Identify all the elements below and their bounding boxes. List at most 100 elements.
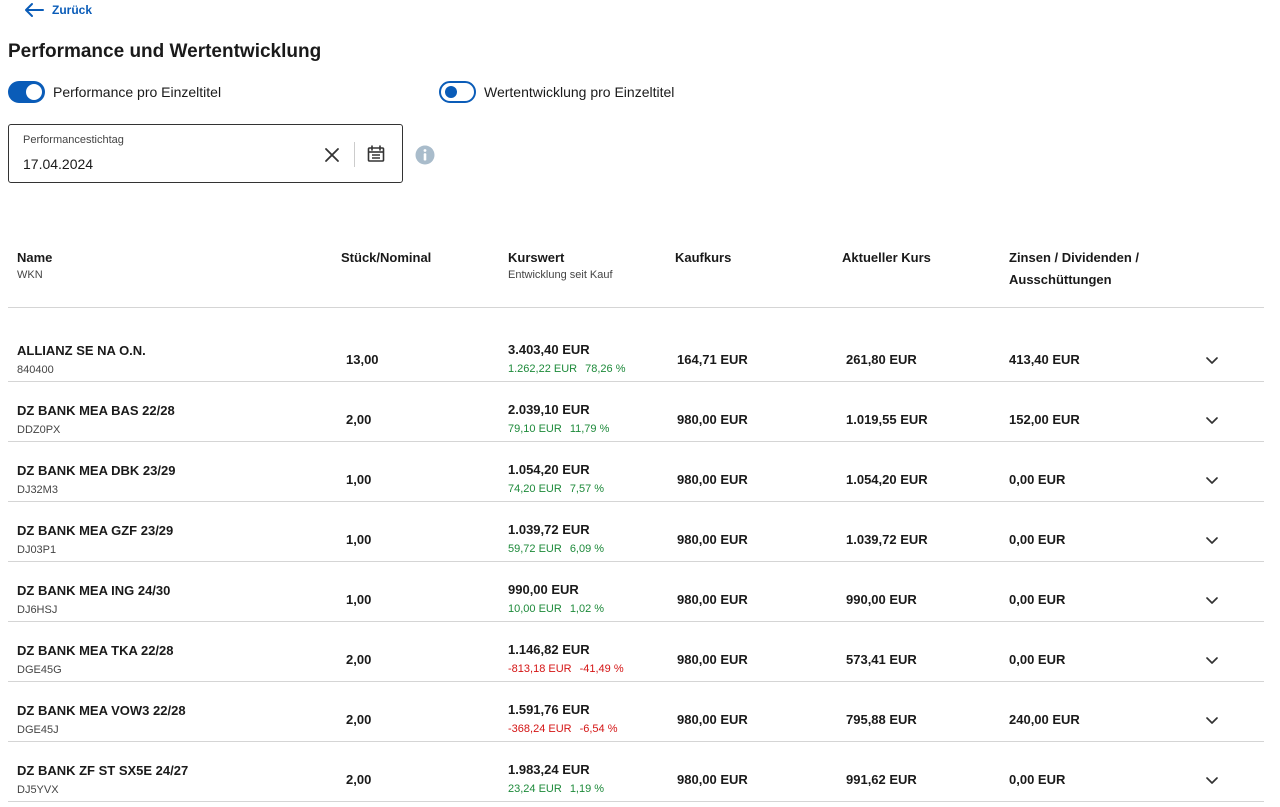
chevron-down-icon[interactable] xyxy=(1204,652,1220,668)
security-wkn: DJ6HSJ xyxy=(17,604,58,616)
cell-kurswert: 1.039,72 EUR 59,72 EUR 6,09 % xyxy=(508,522,604,557)
header-name: Name xyxy=(17,250,53,265)
table-row[interactable]: DZ BANK ZF ST SX5E 24/27 DJ5YVX 2,00 1.9… xyxy=(8,742,1264,802)
development-since-purchase: -813,18 EUR -41,49 % xyxy=(508,661,624,677)
security-name: DZ BANK MEA BAS 22/28 xyxy=(17,403,175,418)
field-divider xyxy=(354,142,355,167)
table-row[interactable]: DZ BANK MEA DBK 23/29 DJ32M3 1,00 1.054,… xyxy=(8,442,1264,502)
cell-zinsen: 152,00 EUR xyxy=(1009,412,1080,427)
cell-kurswert: 990,00 EUR 10,00 EUR 1,02 % xyxy=(508,582,604,617)
development-abs: -368,24 EUR xyxy=(508,723,572,735)
cell-name: DZ BANK MEA GZF 23/29 DJ03P1 xyxy=(17,523,173,558)
chevron-down-icon[interactable] xyxy=(1204,352,1220,368)
kurswert-value: 1.146,82 EUR xyxy=(508,642,590,657)
toggle-performance-einzeltitel[interactable]: Performance pro Einzeltitel xyxy=(8,81,221,103)
security-wkn: DJ03P1 xyxy=(17,544,57,556)
cell-zinsen: 0,00 EUR xyxy=(1009,472,1066,487)
cell-qty: 1,00 xyxy=(346,532,372,547)
security-name: DZ BANK MEA DBK 23/29 xyxy=(17,463,176,478)
development-since-purchase: 59,72 EUR 6,09 % xyxy=(508,541,604,557)
cell-kurswert: 3.403,40 EUR 1.262,22 EUR 78,26 % xyxy=(508,342,625,377)
toggle-wertentwicklung-einzeltitel[interactable]: Wertentwicklung pro Einzeltitel xyxy=(439,81,674,103)
security-wkn: DJ32M3 xyxy=(17,484,58,496)
security-wkn: DGE45J xyxy=(17,724,59,736)
cell-zinsen: 0,00 EUR xyxy=(1009,532,1066,547)
cell-qty: 13,00 xyxy=(346,352,379,367)
header-divider xyxy=(8,307,1264,308)
cell-name: DZ BANK MEA TKA 22/28 DGE45G xyxy=(17,643,174,678)
close-icon[interactable] xyxy=(322,145,342,165)
chevron-down-icon[interactable] xyxy=(1204,532,1220,548)
security-wkn: 840400 xyxy=(17,364,54,376)
col-header-zinsen: Zinsen / Dividenden / Ausschüttungen xyxy=(1009,247,1139,291)
cell-kaufkurs: 164,71 EUR xyxy=(677,352,748,367)
kurswert-value: 1.591,76 EUR xyxy=(508,702,590,717)
development-since-purchase: 10,00 EUR 1,02 % xyxy=(508,601,604,617)
performance-date-field[interactable]: Performancestichtag 17.04.2024 xyxy=(8,124,403,183)
cell-kaufkurs: 980,00 EUR xyxy=(677,772,748,787)
toggle-switch-off[interactable] xyxy=(439,81,476,103)
toggle-switch-on[interactable] xyxy=(8,81,45,103)
cell-qty: 2,00 xyxy=(346,772,372,787)
cell-aktueller-kurs: 990,00 EUR xyxy=(846,592,917,607)
cell-qty: 2,00 xyxy=(346,712,372,727)
cell-kaufkurs: 980,00 EUR xyxy=(677,472,748,487)
table-row[interactable]: DZ BANK MEA ING 24/30 DJ6HSJ 1,00 990,00… xyxy=(8,562,1264,622)
kurswert-value: 990,00 EUR xyxy=(508,582,579,597)
cell-kaufkurs: 980,00 EUR xyxy=(677,532,748,547)
chevron-down-icon[interactable] xyxy=(1204,712,1220,728)
development-abs: 79,10 EUR xyxy=(508,423,562,435)
development-abs: -813,18 EUR xyxy=(508,663,572,675)
security-wkn: DGE45G xyxy=(17,664,62,676)
arrow-left-icon xyxy=(25,3,44,17)
cell-zinsen: 240,00 EUR xyxy=(1009,712,1080,727)
cell-name: DZ BANK MEA VOW3 22/28 DGE45J xyxy=(17,703,186,738)
back-link[interactable]: Zurück xyxy=(24,2,92,18)
development-since-purchase: -368,24 EUR -6,54 % xyxy=(508,721,618,737)
header-wkn: WKN xyxy=(17,269,43,281)
chevron-down-icon[interactable] xyxy=(1204,472,1220,488)
development-pct: 11,79 % xyxy=(569,423,610,435)
cell-name: DZ BANK MEA ING 24/30 DJ6HSJ xyxy=(17,583,170,618)
security-name: DZ BANK MEA GZF 23/29 xyxy=(17,523,174,538)
kurswert-value: 1.039,72 EUR xyxy=(508,522,590,537)
development-pct: 7,57 % xyxy=(569,483,605,495)
table-row[interactable]: DZ BANK MEA BAS 22/28 DDZ0PX 2,00 2.039,… xyxy=(8,382,1264,442)
table-row[interactable]: DZ BANK MEA VOW3 22/28 DGE45J 2,00 1.591… xyxy=(8,682,1264,742)
header-zinsen-line2: Ausschüttungen xyxy=(1009,272,1112,287)
chevron-down-icon[interactable] xyxy=(1204,412,1220,428)
header-zinsen-line1: Zinsen / Dividenden / xyxy=(1009,250,1140,265)
info-icon[interactable] xyxy=(415,145,435,165)
development-abs: 1.262,22 EUR xyxy=(508,363,578,375)
cell-aktueller-kurs: 573,41 EUR xyxy=(846,652,917,667)
col-header-aktueller-kurs: Aktueller Kurs xyxy=(842,250,931,265)
cell-zinsen: 0,00 EUR xyxy=(1009,592,1066,607)
cell-kaufkurs: 980,00 EUR xyxy=(677,652,748,667)
table-row[interactable]: ALLIANZ SE NA O.N. 840400 13,00 3.403,40… xyxy=(8,322,1264,382)
cell-aktueller-kurs: 261,80 EUR xyxy=(846,352,917,367)
security-name: DZ BANK MEA VOW3 22/28 xyxy=(17,703,186,718)
security-name: ALLIANZ SE NA O.N. xyxy=(17,343,146,358)
chevron-down-icon[interactable] xyxy=(1204,772,1220,788)
security-wkn: DJ5YVX xyxy=(17,784,59,796)
security-name: DZ BANK MEA TKA 22/28 xyxy=(17,643,174,658)
cell-zinsen: 0,00 EUR xyxy=(1009,772,1066,787)
cell-kurswert: 1.983,24 EUR 23,24 EUR 1,19 % xyxy=(508,762,604,797)
chevron-down-icon[interactable] xyxy=(1204,592,1220,608)
date-field-value[interactable]: 17.04.2024 xyxy=(23,156,94,172)
calendar-icon[interactable] xyxy=(366,144,386,164)
col-header-name: Name WKN xyxy=(17,247,52,281)
cell-name: DZ BANK ZF ST SX5E 24/27 DJ5YVX xyxy=(17,763,188,798)
security-name: DZ BANK ZF ST SX5E 24/27 xyxy=(17,763,189,778)
cell-kurswert: 2.039,10 EUR 79,10 EUR 11,79 % xyxy=(508,402,609,437)
development-abs: 23,24 EUR xyxy=(508,783,562,795)
security-name: DZ BANK MEA ING 24/30 xyxy=(17,583,171,598)
cell-kaufkurs: 980,00 EUR xyxy=(677,412,748,427)
development-pct: -6,54 % xyxy=(579,723,618,735)
cell-kaufkurs: 980,00 EUR xyxy=(677,592,748,607)
table-row[interactable]: DZ BANK MEA TKA 22/28 DGE45G 2,00 1.146,… xyxy=(8,622,1264,682)
cell-qty: 2,00 xyxy=(346,652,372,667)
date-field-label: Performancestichtag xyxy=(23,134,124,146)
table-row[interactable]: DZ BANK MEA GZF 23/29 DJ03P1 1,00 1.039,… xyxy=(8,502,1264,562)
toggle-label: Wertentwicklung pro Einzeltitel xyxy=(484,84,675,100)
